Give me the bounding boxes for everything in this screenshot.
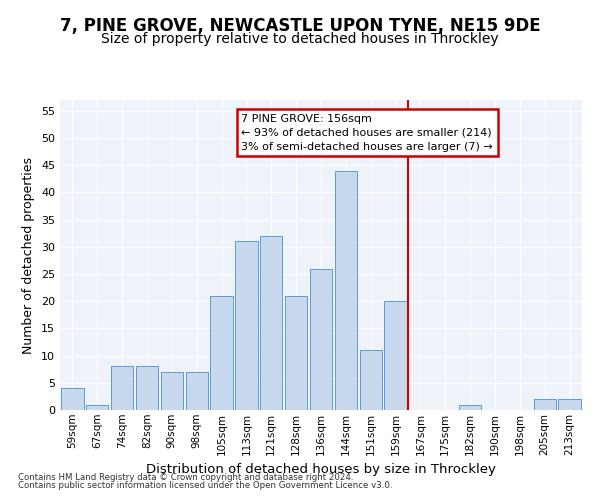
Bar [185,372,208,410]
Bar [136,366,158,410]
X-axis label: Distribution of detached houses by size in Throckley: Distribution of detached houses by size … [146,463,496,476]
Bar [559,399,581,410]
Bar [86,404,109,410]
Bar [235,242,257,410]
Bar [335,170,357,410]
Bar [260,236,283,410]
Bar [359,350,382,410]
Bar [533,399,556,410]
Bar [61,388,83,410]
Text: 7, PINE GROVE, NEWCASTLE UPON TYNE, NE15 9DE: 7, PINE GROVE, NEWCASTLE UPON TYNE, NE15… [59,18,541,36]
Y-axis label: Number of detached properties: Number of detached properties [22,156,35,354]
Text: Size of property relative to detached houses in Throckley: Size of property relative to detached ho… [101,32,499,46]
Bar [285,296,307,410]
Text: Contains HM Land Registry data © Crown copyright and database right 2024.: Contains HM Land Registry data © Crown c… [18,473,353,482]
Text: 7 PINE GROVE: 156sqm
← 93% of detached houses are smaller (214)
3% of semi-detac: 7 PINE GROVE: 156sqm ← 93% of detached h… [241,114,493,152]
Bar [459,404,481,410]
Text: Contains public sector information licensed under the Open Government Licence v3: Contains public sector information licen… [18,480,392,490]
Bar [385,301,407,410]
Bar [211,296,233,410]
Bar [111,366,133,410]
Bar [310,268,332,410]
Bar [161,372,183,410]
